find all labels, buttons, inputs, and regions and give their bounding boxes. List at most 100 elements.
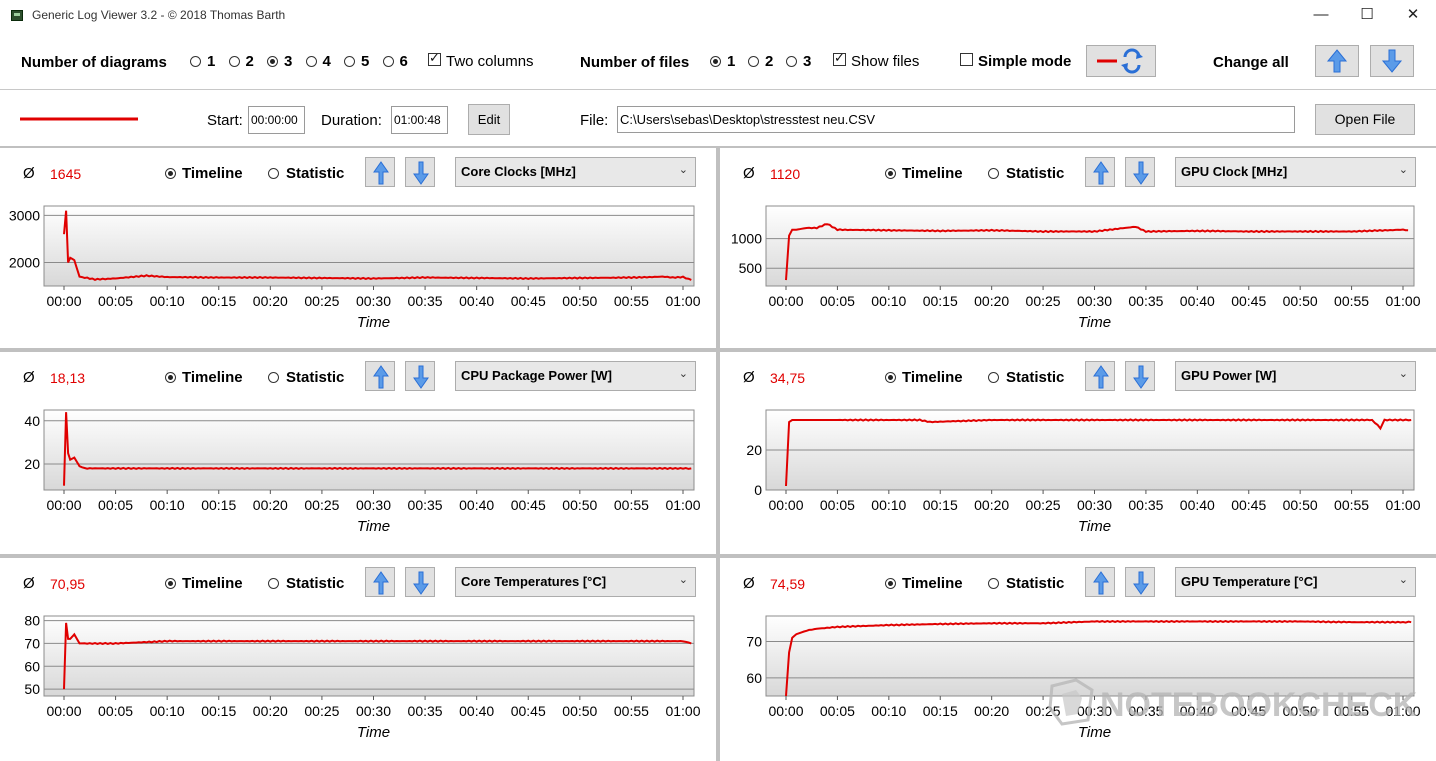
panel-down-button[interactable] [1125,361,1155,391]
sensor-select[interactable]: Core Clocks [MHz] ⌄ [455,157,696,187]
x-axis-label: Time [357,724,390,741]
panel-up-button[interactable] [1085,361,1115,391]
timeline-radio[interactable] [165,168,176,179]
x-tick-label: 00:40 [1180,293,1215,309]
average-symbol: Ø [23,165,35,182]
x-tick-label: 00:55 [614,497,649,513]
x-tick-label: 00:30 [356,293,391,309]
y-tick-label: 70 [24,635,40,651]
diagrams-radio-1[interactable] [190,56,201,67]
diagrams-option-label: 3 [284,53,293,70]
files-radio-1[interactable] [710,56,721,67]
timeline-radio[interactable] [885,168,896,179]
close-button[interactable]: ✕ [1406,6,1420,23]
panel-up-button[interactable] [365,567,395,597]
sensor-select[interactable]: CPU Package Power [W] ⌄ [455,361,696,391]
files-radio-3[interactable] [786,56,797,67]
x-tick-label: 00:35 [408,703,443,719]
duration-input[interactable]: 01:00:48 [391,106,448,134]
line-style-button[interactable] [1086,45,1156,77]
x-tick-label: 00:35 [1128,497,1163,513]
arrow-down-icon [1133,161,1149,185]
panel-down-button[interactable] [405,567,435,597]
window-title: Generic Log Viewer 3.2 - © 2018 Thomas B… [32,8,286,22]
files-option-label: 2 [765,53,774,70]
timeline-radio[interactable] [885,372,896,383]
series-line [63,210,692,282]
timeline-chart: 0 20 00:00 00:05 00:10 00:15 00:20 00:25 00:30 00… [746,409,1421,535]
start-input[interactable]: 00:00:00 [248,106,305,134]
panel-down-button[interactable] [1125,567,1155,597]
panel-down-button[interactable] [1125,157,1155,187]
statistic-radio[interactable] [988,168,999,179]
y-tick-label: 50 [24,681,40,697]
minimize-button[interactable]: — [1313,6,1329,23]
plot-area [43,409,695,491]
x-tick-label: 00:15 [201,293,236,309]
x-tick-label: 00:50 [1283,703,1318,719]
average-symbol: Ø [743,369,755,386]
statistic-radio[interactable] [988,578,999,589]
diagrams-radio-2[interactable] [228,56,240,67]
maximize-button[interactable]: ☐ [1360,6,1374,23]
simple-mode-label: Simple mode [978,53,1072,70]
timeline-radio[interactable] [165,372,176,383]
sensor-select[interactable]: GPU Temperature [°C] ⌄ [1175,567,1416,597]
statistic-radio[interactable] [268,372,279,383]
x-tick-label: 00:20 [974,293,1009,309]
statistic-radio[interactable] [268,578,279,589]
sensor-select[interactable]: GPU Clock [MHz] ⌄ [1175,157,1416,187]
statistic-label: Statistic [1006,369,1065,386]
x-tick-label: 00:10 [871,703,906,719]
sensor-select[interactable]: GPU Power [W] ⌄ [1175,361,1416,391]
x-tick-label: 01:00 [1385,703,1420,719]
show-files-checkbox[interactable] [833,50,846,66]
panel-up-button[interactable] [1085,157,1115,187]
diagrams-radio-5[interactable] [344,56,355,67]
open-file-button[interactable]: Open File [1315,104,1415,135]
sensor-select[interactable]: Core Temperatures [°C] ⌄ [455,567,696,597]
change-all-up-button[interactable] [1315,45,1359,77]
files-radio-2[interactable] [748,56,759,67]
files-option-label: 3 [803,53,812,70]
diagram-panel: Ø 1120 Timeline Statistic GPU Clock [MHz] ⌄ 50… [720,148,1436,348]
panel-up-button[interactable] [1085,567,1115,597]
x-tick-label: 00:50 [562,497,597,513]
timeline-chart: 2000 3000 00:00 00:05 00:10 00:15 00:20 00:25 00… [9,205,701,331]
average-symbol: Ø [743,575,755,592]
file-path-input[interactable]: C:\Users\sebas\Desktop\stresstest neu.CS… [617,106,1295,133]
panel-down-button[interactable] [405,157,435,187]
diagram-panel: Ø 70,95 Timeline Statistic Core Temperatures… [0,558,716,758]
diagrams-option-label: 6 [399,53,408,70]
edit-button[interactable]: Edit [468,104,510,135]
row-separator [0,554,1436,558]
two-columns-checkbox[interactable] [428,50,441,66]
timeline-radio[interactable] [165,578,176,589]
change-all-down-button[interactable] [1370,45,1414,77]
average-value: 1120 [770,166,801,182]
arrow-up-icon [373,365,389,389]
timeline-radio[interactable] [885,578,896,589]
panel-down-button[interactable] [405,361,435,391]
statistic-label: Statistic [286,575,345,592]
x-tick-label: 00:15 [201,497,236,513]
chevron-down-icon: ⌄ [678,574,688,586]
x-tick-label: 00:15 [923,497,958,513]
x-tick-label: 00:10 [871,293,906,309]
panel-up-button[interactable] [365,157,395,187]
statistic-radio[interactable] [268,168,279,179]
diagrams-radio-3[interactable] [267,56,278,67]
y-tick-label: 1000 [731,231,762,247]
x-axis-label: Time [357,314,390,331]
diagrams-option-label: 1 [207,53,216,70]
x-tick-label: 00:10 [150,703,185,719]
x-tick-label: 01:00 [665,293,700,309]
average-value: 18,13 [50,370,86,386]
simple-mode-checkbox[interactable] [960,53,973,66]
x-tick-label: 00:25 [1026,497,1061,513]
diagrams-radio-4[interactable] [305,56,317,67]
diagrams-radio-6[interactable] [382,56,394,67]
statistic-radio[interactable] [988,372,999,383]
timeline-label: Timeline [182,165,243,182]
panel-up-button[interactable] [365,361,395,391]
